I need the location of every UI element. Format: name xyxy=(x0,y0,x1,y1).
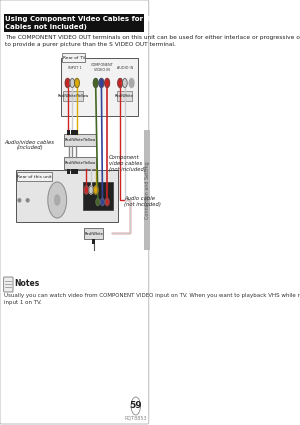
Text: Component
video cables
(not included): Component video cables (not included) xyxy=(109,155,146,172)
Text: RQT8853: RQT8853 xyxy=(124,416,147,420)
Circle shape xyxy=(96,198,100,206)
Bar xyxy=(84,228,103,239)
Text: ●  ●: ● ● xyxy=(17,198,30,202)
Bar xyxy=(64,91,83,101)
Circle shape xyxy=(129,79,134,88)
Text: 59: 59 xyxy=(130,402,142,411)
Circle shape xyxy=(93,79,98,88)
Bar xyxy=(4,14,144,32)
Bar xyxy=(61,58,138,116)
Circle shape xyxy=(118,79,122,88)
Circle shape xyxy=(131,397,140,415)
Circle shape xyxy=(75,79,79,88)
Text: Red/White/Yellow: Red/White/Yellow xyxy=(64,161,96,165)
Text: Rear of this unit: Rear of this unit xyxy=(17,175,52,178)
Text: The COMPONENT VIDEO OUT terminals on this unit can be used for either interlace : The COMPONENT VIDEO OUT terminals on thi… xyxy=(5,35,300,47)
Circle shape xyxy=(105,79,110,88)
Bar xyxy=(16,170,118,222)
Bar xyxy=(64,157,96,169)
FancyBboxPatch shape xyxy=(0,0,149,424)
Circle shape xyxy=(55,195,60,205)
Bar xyxy=(64,134,96,146)
Text: Red/White/Yellow: Red/White/Yellow xyxy=(64,138,96,142)
Bar xyxy=(92,239,95,244)
Bar xyxy=(83,182,113,210)
Circle shape xyxy=(89,186,93,194)
Bar xyxy=(62,53,85,62)
Text: Red/White: Red/White xyxy=(115,94,134,98)
Bar xyxy=(74,169,77,174)
Bar xyxy=(144,130,150,250)
Bar xyxy=(71,130,74,135)
Bar xyxy=(74,130,77,135)
Circle shape xyxy=(99,79,104,88)
Text: Audio/video cables
(included): Audio/video cables (included) xyxy=(4,139,55,150)
Circle shape xyxy=(48,182,67,218)
Circle shape xyxy=(122,79,127,88)
Text: Rear of TV: Rear of TV xyxy=(63,56,85,60)
Text: INPUT 1: INPUT 1 xyxy=(68,66,81,70)
Bar xyxy=(67,169,70,174)
Bar xyxy=(71,169,74,174)
Text: Connection and Setting: Connection and Setting xyxy=(145,161,150,219)
Bar xyxy=(116,91,132,101)
Text: Notes: Notes xyxy=(15,279,40,288)
Text: Audio cable
(not included): Audio cable (not included) xyxy=(124,196,161,207)
Text: Usually you can watch video from COMPONENT VIDEO input on TV. When you want to p: Usually you can watch video from COMPONE… xyxy=(4,293,300,305)
Circle shape xyxy=(101,198,104,206)
Text: Red/White: Red/White xyxy=(84,232,103,235)
Text: Using Component Video Cables for Better Video (Component Video Cables not includ: Using Component Video Cables for Better … xyxy=(5,15,272,29)
Text: Red/White/Yellow: Red/White/Yellow xyxy=(58,94,89,98)
Circle shape xyxy=(105,198,109,206)
Bar xyxy=(67,130,70,135)
Circle shape xyxy=(84,186,88,194)
Circle shape xyxy=(94,186,98,194)
Circle shape xyxy=(70,79,75,88)
Text: COMPONENT
VIDEO IN: COMPONENT VIDEO IN xyxy=(91,63,113,71)
Circle shape xyxy=(65,79,70,88)
Bar xyxy=(16,172,52,181)
FancyBboxPatch shape xyxy=(4,277,13,292)
Text: AUDIO IN: AUDIO IN xyxy=(117,66,133,70)
